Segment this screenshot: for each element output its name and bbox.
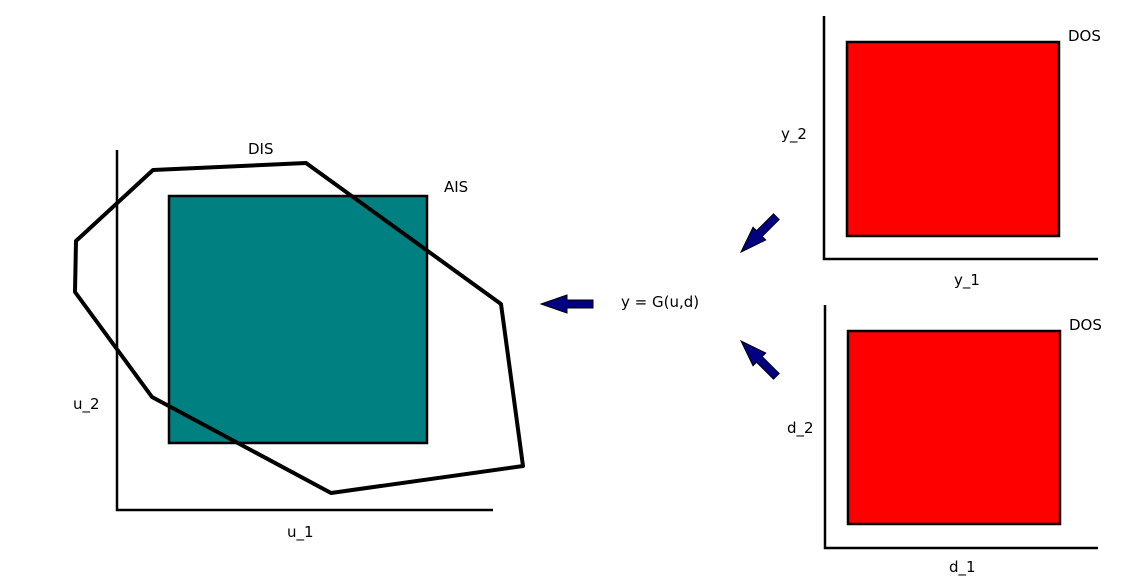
ais-label: AIS xyxy=(444,178,468,196)
u1-axis-label: u_1 xyxy=(287,523,314,542)
arrow-down-left-icon xyxy=(739,213,780,254)
arrow-up-left-icon xyxy=(739,339,780,380)
mapping-group: y = G(u,d) xyxy=(539,293,699,314)
mapping-equation: y = G(u,d) xyxy=(621,293,699,311)
u2-axis-label: u_2 xyxy=(73,395,100,414)
d2-axis-label: d_2 xyxy=(787,419,814,438)
y1-axis-label: y_1 xyxy=(954,271,980,290)
disturbance-dos-region xyxy=(846,329,1062,526)
dis-label: DIS xyxy=(248,140,274,158)
output-dos-region xyxy=(845,40,1061,238)
d1-axis-label: d_1 xyxy=(949,558,976,577)
ais-region xyxy=(167,194,429,445)
input-space-panel: DIS AIS u_2 u_1 xyxy=(73,140,525,542)
arrow-left-icon xyxy=(539,294,594,314)
disturbance-space-panel: DOS d_2 d_1 xyxy=(787,305,1102,577)
y2-axis-label: y_2 xyxy=(781,125,807,144)
disturbance-space-axes xyxy=(823,305,1098,550)
output-dos-label: DOS xyxy=(1068,27,1101,45)
disturbance-dos-label: DOS xyxy=(1069,316,1102,334)
output-space-axes xyxy=(822,16,1098,261)
dis-region xyxy=(73,161,525,495)
input-space-axes xyxy=(115,150,493,512)
output-space-panel: DOS y_2 y_1 xyxy=(781,16,1101,290)
